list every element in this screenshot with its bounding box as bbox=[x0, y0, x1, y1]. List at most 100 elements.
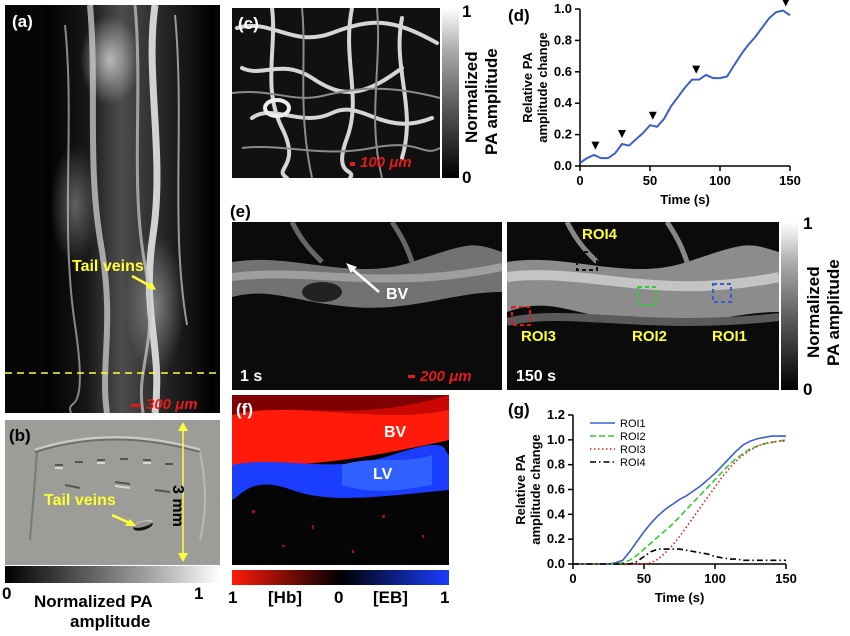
panel-e-colorbar-max: 1 bbox=[803, 214, 813, 233]
panel-c-colorbar-title-1: Normalized bbox=[462, 51, 481, 143]
panel-f-bv-label: BV bbox=[384, 424, 407, 441]
panel-c-image bbox=[232, 8, 440, 178]
panel-e-time-1s: 1 s bbox=[240, 368, 263, 385]
panel-f-colorbar-right: 1 bbox=[440, 588, 450, 607]
d-y-tick-label: 0.0 bbox=[554, 158, 572, 173]
d-y-tick-label: 0.4 bbox=[554, 95, 573, 110]
g-y-tick-label: 0.4 bbox=[547, 506, 566, 521]
panel-c-colorbar-min: 0 bbox=[462, 168, 472, 187]
d-x-tick-label: 150 bbox=[779, 173, 801, 188]
bottom-left-colorbar-min: 0 bbox=[2, 584, 12, 603]
bottom-left-colorbar-title-2: amplitude bbox=[70, 612, 151, 631]
roi3-label: ROI3 bbox=[521, 328, 557, 345]
cross-section-image bbox=[5, 420, 220, 565]
d-arrow-marker bbox=[648, 111, 657, 120]
panel-e-image-1s bbox=[232, 222, 502, 390]
panel-e-time-150s: 150 s bbox=[516, 368, 557, 385]
g-x-tick-label: 150 bbox=[775, 571, 797, 586]
panel-e-scalebar bbox=[408, 375, 415, 378]
panel-c-colorbar-max: 1 bbox=[462, 2, 472, 21]
panel-f-lv-label: LV bbox=[373, 466, 393, 483]
g-series-roi3 bbox=[573, 440, 786, 565]
panel-a-tail-veins-label: Tail veins bbox=[72, 258, 144, 275]
g-y-tick-label: 1.2 bbox=[547, 407, 565, 422]
d-y-tick-label: 0.8 bbox=[554, 32, 572, 47]
g-series-roi2 bbox=[573, 439, 787, 565]
g-x-axis-label: Time (s) bbox=[655, 590, 705, 605]
panel-c-scalebar bbox=[350, 162, 355, 166]
panel-e-label: (e) bbox=[230, 202, 251, 221]
d-y-tick-label: 0.6 bbox=[554, 64, 572, 79]
panel-f-colorbar-mid: 0 bbox=[334, 588, 344, 607]
panel-e-colorbar-min: 0 bbox=[803, 380, 813, 399]
panel-c-label: (c) bbox=[238, 14, 259, 33]
d-x-axis-label: Time (s) bbox=[660, 192, 710, 207]
panel-c-colorbar bbox=[442, 8, 459, 178]
g-y-axis-label-2: amplitude change bbox=[528, 434, 543, 545]
panel-c-scalebar-label: 100 μm bbox=[360, 154, 412, 171]
hb-eb-image bbox=[232, 395, 449, 565]
g-legend-label: ROI1 bbox=[620, 418, 646, 430]
g-series-roi1 bbox=[573, 435, 786, 565]
d-arrow-marker bbox=[591, 141, 600, 150]
panel-d-label: (d) bbox=[508, 6, 530, 25]
panel-b-dimension-arrow bbox=[178, 422, 188, 562]
g-x-tick-label: 100 bbox=[704, 571, 726, 586]
bottom-left-colorbar-title-1: Normalized PA bbox=[34, 592, 153, 611]
d-y-tick-label: 0.2 bbox=[554, 127, 572, 142]
panel-e-scalebar-label: 200 μm bbox=[420, 368, 472, 385]
bottom-left-colorbar bbox=[5, 566, 220, 583]
bottom-left-colorbar-max: 1 bbox=[194, 584, 204, 603]
panel-b-label: (b) bbox=[9, 426, 31, 445]
d-x-tick-label: 0 bbox=[576, 173, 583, 188]
d-arrow-marker bbox=[782, 0, 790, 7]
panel-e-colorbar-title-1: Normalized bbox=[804, 266, 823, 358]
tail-veins-image bbox=[5, 5, 220, 413]
panel-e-bv-label: BV bbox=[386, 286, 409, 303]
panel-e-image-150s bbox=[507, 222, 779, 390]
g-y-tick-label: 1.0 bbox=[547, 432, 565, 447]
g-legend-label: ROI3 bbox=[620, 444, 646, 456]
d-y-axis-label: Relative PA bbox=[520, 52, 535, 123]
microvasculature-image bbox=[232, 8, 440, 178]
panel-a-scalebar bbox=[131, 404, 141, 407]
g-y-axis-label: Relative PA bbox=[513, 454, 528, 525]
d-series-line bbox=[579, 9, 791, 164]
roi4-label: ROI4 bbox=[582, 226, 618, 243]
g-x-tick-label: 50 bbox=[637, 571, 651, 586]
g-y-tick-label: 0.6 bbox=[547, 482, 565, 497]
g-x-tick-label: 0 bbox=[569, 571, 576, 586]
panel-b-image bbox=[5, 420, 220, 565]
panel-d-chart: 0 50 100 150 0.0 0.2 0.4 0.6 0.8 1.0 Time (s) Relat… bbox=[520, 0, 801, 207]
g-y-tick-label: 0.0 bbox=[547, 556, 565, 571]
d-x-tick-label: 50 bbox=[643, 173, 657, 188]
d-arrow-marker bbox=[692, 65, 701, 74]
g-legend-label: ROI4 bbox=[620, 457, 646, 469]
panel-a-label: (a) bbox=[12, 12, 33, 31]
panel-e-colorbar bbox=[781, 222, 798, 390]
d-y-tick-label: 1.0 bbox=[554, 1, 572, 16]
panel-a-arrow bbox=[131, 274, 156, 290]
panel-e-colorbar-title-2: PA amplitude bbox=[824, 259, 843, 366]
panel-a-image bbox=[5, 5, 220, 413]
panel-f-label: (f) bbox=[236, 400, 253, 419]
panel-a-scalebar-label: 300 μm bbox=[146, 396, 198, 413]
g-series-roi4 bbox=[573, 548, 786, 565]
g-legend-label: ROI2 bbox=[620, 431, 646, 443]
panel-b-dimension-label: 3 mm bbox=[169, 485, 186, 527]
e-image-1s bbox=[232, 222, 502, 390]
g-y-tick-label: 0.8 bbox=[547, 457, 565, 472]
d-y-axis-label-2: amplitude change bbox=[535, 32, 550, 143]
panel-b-tail-veins-label: Tail veins bbox=[44, 492, 116, 509]
roi2-label: ROI2 bbox=[632, 328, 668, 345]
roi1-label: ROI1 bbox=[712, 328, 748, 345]
panel-g-label: (g) bbox=[508, 400, 530, 419]
panel-f-colorbar-eb: [EB] bbox=[373, 588, 408, 607]
panel-f-colorbar-hb: [Hb] bbox=[268, 588, 302, 607]
d-arrow-marker bbox=[618, 130, 626, 139]
e-image-150s bbox=[507, 222, 779, 390]
panel-c-colorbar-title-2: PA amplitude bbox=[482, 48, 501, 155]
panel-e-bv-arrow bbox=[346, 263, 380, 293]
d-x-tick-label: 100 bbox=[709, 173, 731, 188]
panel-f-colorbar bbox=[232, 570, 449, 585]
